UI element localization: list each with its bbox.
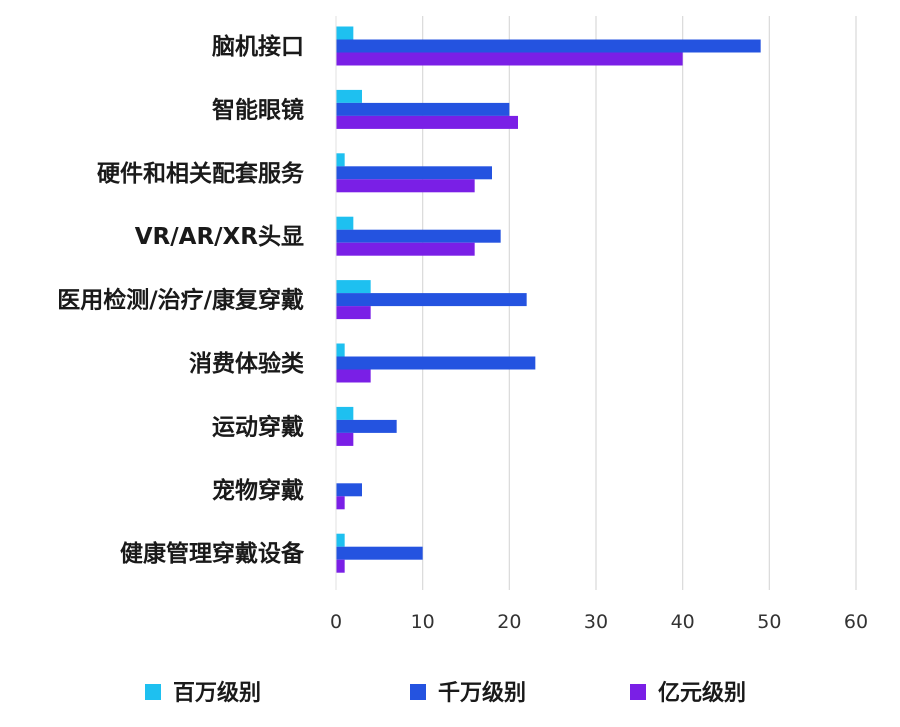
- legend-label: 千万级别: [438, 680, 526, 706]
- bar: [336, 533, 345, 547]
- bar: [336, 179, 475, 193]
- legend-label: 亿元级别: [658, 680, 746, 706]
- category-label: 硬件和相关配套服务: [97, 160, 305, 187]
- bar: [336, 496, 345, 510]
- bar: [336, 306, 371, 320]
- category-label: 医用检测/治疗/康复穿戴: [57, 287, 304, 314]
- bar: [336, 26, 354, 40]
- x-tick-label: 10: [411, 611, 435, 633]
- bar: [336, 102, 510, 116]
- x-tick-label: 40: [671, 611, 695, 633]
- category-label: 健康管理穿戴设备: [120, 540, 305, 567]
- bar: [336, 419, 397, 433]
- bar: [336, 153, 345, 167]
- category-label: 智能眼镜: [212, 96, 304, 123]
- bar: [336, 369, 371, 383]
- bar: [336, 89, 362, 103]
- legend-swatch: [630, 684, 646, 700]
- bar: [336, 546, 423, 560]
- category-label: VR/AR/XR头显: [135, 224, 304, 250]
- bar: [336, 559, 345, 573]
- legend-swatch: [145, 684, 161, 700]
- bar: [336, 39, 761, 53]
- x-tick-label: 20: [497, 611, 521, 633]
- bar: [336, 229, 501, 243]
- x-tick-label: 50: [757, 611, 781, 633]
- category-label: 运动穿戴: [212, 413, 304, 440]
- category-label: 脑机接口: [212, 33, 304, 60]
- bar: [336, 343, 345, 357]
- bar: [336, 242, 475, 256]
- category-label: 消费体验类: [189, 350, 304, 377]
- bar: [336, 166, 492, 180]
- bar: [336, 216, 354, 230]
- legend-label: 百万级别: [173, 680, 261, 706]
- bar: [336, 406, 354, 420]
- bar: [336, 483, 362, 497]
- bar: [336, 356, 536, 370]
- x-tick-label: 30: [584, 611, 608, 633]
- bar: [336, 280, 371, 294]
- legend-swatch: [410, 684, 426, 700]
- bar: [336, 115, 518, 129]
- x-tick-label: 60: [844, 611, 868, 633]
- x-tick-label: 0: [330, 611, 342, 633]
- category-label: 宠物穿戴: [212, 477, 304, 504]
- bar: [336, 52, 683, 66]
- bar: [336, 293, 527, 307]
- bar: [336, 432, 354, 446]
